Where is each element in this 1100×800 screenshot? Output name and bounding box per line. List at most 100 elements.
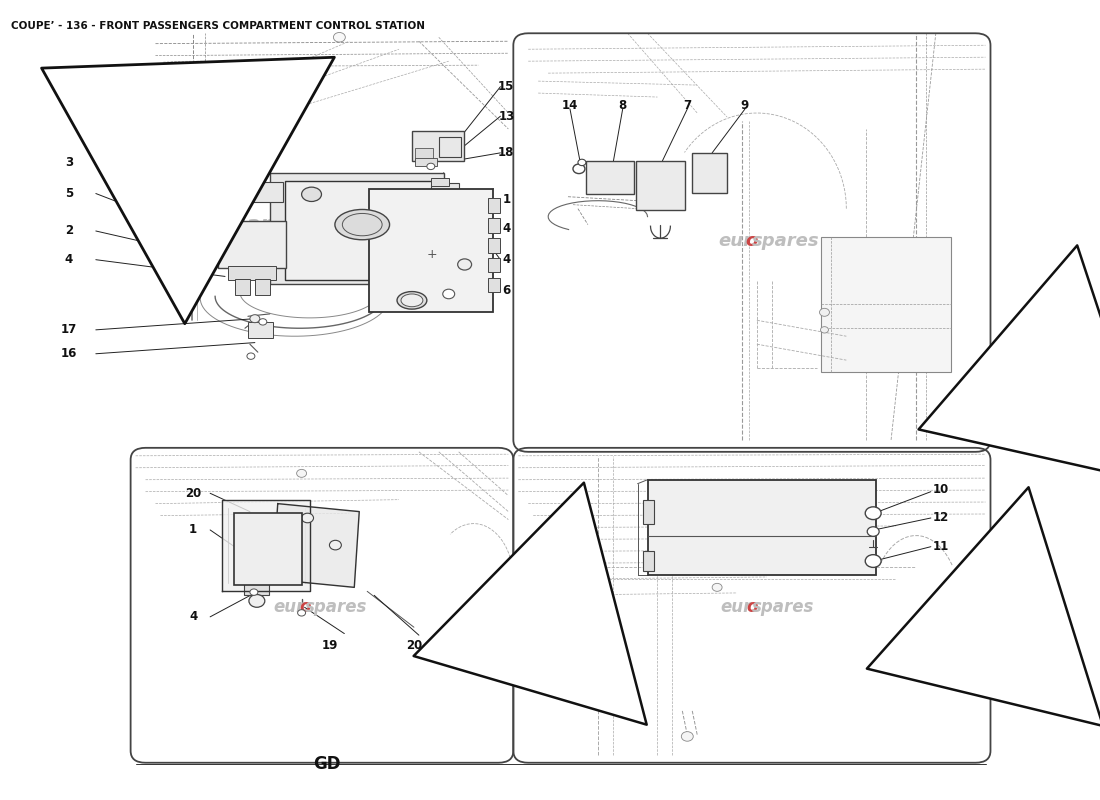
- Circle shape: [246, 353, 255, 359]
- Circle shape: [204, 202, 211, 208]
- Text: o: o: [746, 231, 758, 250]
- Circle shape: [301, 514, 314, 522]
- Bar: [244, 584, 268, 595]
- Circle shape: [250, 589, 257, 595]
- Text: 9: 9: [740, 98, 749, 111]
- Text: 19: 19: [321, 639, 338, 652]
- Text: 4: 4: [65, 253, 73, 266]
- Bar: [415, 158, 437, 166]
- Text: 6: 6: [503, 284, 510, 298]
- Text: 20: 20: [185, 486, 201, 500]
- Ellipse shape: [402, 294, 422, 306]
- Circle shape: [712, 583, 722, 591]
- Text: 14: 14: [562, 98, 579, 111]
- Bar: [636, 161, 685, 210]
- Text: 18: 18: [498, 146, 515, 159]
- Circle shape: [250, 314, 260, 322]
- Text: 2: 2: [65, 225, 73, 238]
- Bar: [586, 161, 634, 194]
- Text: spares: spares: [220, 214, 298, 234]
- Bar: [642, 500, 654, 523]
- Text: eur: eur: [718, 231, 752, 250]
- Circle shape: [443, 289, 454, 298]
- Bar: [822, 237, 950, 372]
- Bar: [488, 258, 501, 273]
- Circle shape: [458, 259, 472, 270]
- Text: eur: eur: [273, 598, 305, 616]
- Bar: [235, 279, 250, 294]
- Text: 7: 7: [683, 98, 692, 111]
- Text: eur: eur: [180, 214, 220, 234]
- Bar: [488, 198, 501, 213]
- Circle shape: [681, 732, 693, 742]
- Circle shape: [258, 318, 267, 325]
- Text: 12: 12: [933, 511, 949, 525]
- Bar: [248, 322, 273, 338]
- Text: spares: spares: [305, 598, 367, 616]
- Text: 4: 4: [189, 610, 197, 623]
- Bar: [431, 178, 449, 186]
- Bar: [415, 148, 432, 160]
- Circle shape: [820, 308, 829, 316]
- Text: spares: spares: [752, 231, 820, 250]
- Circle shape: [297, 470, 307, 478]
- Ellipse shape: [301, 187, 321, 202]
- Circle shape: [680, 562, 691, 572]
- Text: 16: 16: [60, 347, 77, 360]
- Circle shape: [249, 594, 265, 607]
- Text: 8: 8: [618, 98, 627, 111]
- Text: eur: eur: [720, 598, 752, 616]
- Circle shape: [578, 159, 586, 166]
- Text: 4: 4: [503, 222, 510, 235]
- Bar: [642, 551, 654, 571]
- Text: +: +: [427, 248, 437, 261]
- Text: spares: spares: [752, 598, 814, 616]
- Text: o: o: [746, 598, 758, 616]
- Bar: [255, 279, 270, 294]
- Text: 17: 17: [60, 323, 77, 336]
- Text: 20: 20: [406, 639, 422, 652]
- Bar: [218, 221, 286, 269]
- Circle shape: [866, 554, 881, 567]
- Circle shape: [573, 164, 585, 174]
- Circle shape: [821, 326, 828, 333]
- Circle shape: [866, 507, 881, 519]
- Bar: [439, 137, 461, 157]
- Bar: [253, 182, 283, 202]
- Text: o: o: [299, 598, 310, 616]
- Bar: [270, 173, 443, 285]
- Circle shape: [427, 163, 434, 170]
- Polygon shape: [273, 504, 360, 587]
- Bar: [234, 514, 301, 585]
- Ellipse shape: [334, 210, 389, 240]
- Text: 10: 10: [933, 482, 949, 496]
- Bar: [488, 218, 501, 233]
- Text: 3: 3: [65, 156, 73, 169]
- Bar: [488, 238, 501, 253]
- Text: 4: 4: [503, 253, 510, 266]
- Bar: [285, 181, 439, 281]
- Ellipse shape: [397, 291, 427, 309]
- Circle shape: [333, 33, 345, 42]
- Bar: [228, 266, 276, 281]
- Bar: [267, 571, 288, 579]
- Text: 15: 15: [498, 80, 515, 93]
- Circle shape: [867, 526, 879, 536]
- Bar: [240, 571, 260, 579]
- Bar: [488, 278, 501, 292]
- Bar: [431, 183, 459, 201]
- Bar: [648, 480, 877, 575]
- Circle shape: [195, 158, 206, 167]
- Text: 13: 13: [498, 110, 515, 122]
- Text: 1: 1: [189, 523, 197, 537]
- Text: o: o: [213, 214, 228, 234]
- Circle shape: [329, 540, 341, 550]
- Text: GD: GD: [312, 755, 340, 773]
- Text: 11: 11: [933, 540, 949, 553]
- Text: 5: 5: [65, 187, 73, 200]
- Bar: [411, 130, 463, 161]
- Bar: [692, 153, 727, 193]
- Text: 1: 1: [503, 193, 510, 206]
- Polygon shape: [222, 500, 309, 591]
- Bar: [370, 189, 494, 312]
